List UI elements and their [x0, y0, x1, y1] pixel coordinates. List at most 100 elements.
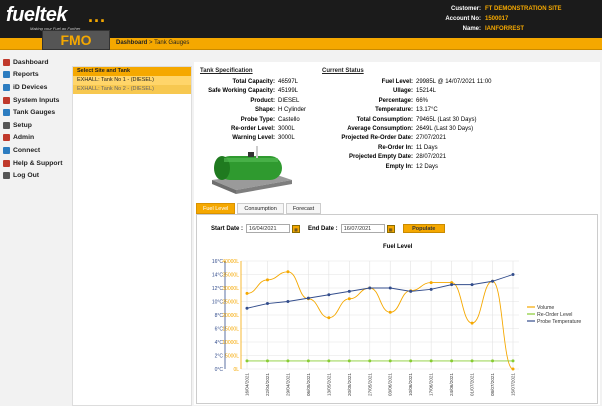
spec-row: Probe Type: Castello: [200, 116, 310, 125]
tank-item-2[interactable]: EXHALL: Tank No 2 - (DIESEL): [73, 85, 191, 94]
sidebar-item-tank-gauges[interactable]: Tank Gauges: [0, 106, 66, 119]
status-label: Fuel Level:: [381, 79, 413, 85]
status-row: Average Consumption: 2649L (Last 30 Days): [316, 125, 516, 134]
y-temp-tick-label: 12°C: [212, 286, 224, 292]
spec-row: Re-order Level: 3000L: [200, 125, 310, 134]
y-left-tick-label: 20000L: [222, 313, 239, 319]
end-date-input[interactable]: 16/07/2021: [340, 224, 385, 233]
x-tick-label: 03/06/2021: [388, 373, 393, 396]
x-tick-label: 06/05/2021: [306, 373, 311, 396]
spec-title: Tank Specification: [200, 68, 253, 74]
calendar-icon[interactable]: ▦: [292, 224, 301, 233]
status-value: 15214L: [416, 88, 437, 95]
breadcrumb-dashboard[interactable]: Dashboard: [116, 40, 148, 46]
series-point: [388, 286, 392, 290]
series-point: [470, 283, 474, 287]
fueltek-logo: fueltek: [6, 4, 67, 26]
x-tick-label: 24/06/2021: [449, 373, 454, 396]
y-temp-tick-label: 8°C: [215, 313, 224, 319]
y-left-tick-label: 0L: [233, 367, 239, 373]
spec-row: Total Capacity: 46597L: [200, 78, 310, 87]
start-date-input[interactable]: 16/04/2021: [246, 224, 291, 233]
sidebar-item-connect[interactable]: Connect: [0, 144, 66, 157]
tab-consumption[interactable]: Consumption: [237, 203, 284, 214]
series-point: [450, 283, 454, 287]
name-label: Name:: [462, 26, 481, 32]
tank-item-1[interactable]: EXHALL: Tank No 1 - (DIESEL): [73, 76, 191, 85]
y-left-tick-label: 5000L: [225, 354, 239, 360]
series-point: [327, 316, 331, 320]
spec-value: 3000L: [278, 125, 295, 132]
populate-button[interactable]: Populate: [402, 224, 445, 233]
series-point: [429, 359, 433, 363]
series-point: [368, 359, 372, 363]
spec-label: Warning Level:: [232, 135, 275, 142]
series-point: [265, 359, 269, 363]
help-icon: [3, 159, 10, 167]
account-info: Customer: FT DEMONSTRATION SITE Account N…: [390, 4, 590, 34]
tagline: Making your Fuel go Further: [30, 26, 81, 31]
series-point: [265, 302, 269, 306]
sidebar-item-reports[interactable]: Reports: [0, 69, 66, 82]
status-row: Percentage: 66%: [316, 97, 516, 106]
tank-spec: Total Capacity: 46597L Safe Working Capaci…: [200, 78, 310, 144]
report-icon: [3, 71, 10, 79]
series-point: [429, 287, 433, 291]
spec-label: Safe Working Capacity:: [208, 88, 275, 95]
status-value: 2649L (Last 30 Days): [416, 125, 474, 132]
series-point: [347, 359, 351, 363]
status-label: Projected Re-Order Date:: [341, 135, 413, 142]
device-icon: [3, 83, 10, 91]
setup-icon: [3, 121, 10, 129]
y-temp-tick-label: 16°C: [212, 259, 224, 265]
status-row: Empty In: 12 Days: [316, 163, 516, 172]
sidebar-item-setup[interactable]: Setup: [0, 119, 66, 132]
sidebar-item-label: Tank Gauges: [13, 109, 56, 117]
x-tick-label: 29/04/2021: [285, 373, 290, 396]
series-point: [491, 279, 495, 283]
sidebar-item-dashboard[interactable]: Dashboard: [0, 56, 66, 69]
series-point: [327, 293, 331, 297]
legend-label: Probe Temperature: [537, 319, 581, 325]
series-line-probe-temperature: [246, 274, 514, 309]
tab-fuel-level[interactable]: Fuel Level: [196, 203, 236, 214]
tab-forecast[interactable]: Forecast: [285, 203, 322, 214]
status-label: Average Consumption:: [347, 125, 413, 132]
sidebar-item-admin[interactable]: Admin: [0, 132, 66, 145]
series-point: [409, 289, 413, 293]
status-label: Empty In:: [385, 163, 413, 170]
sidebar-item-log-out[interactable]: Log Out: [0, 169, 66, 182]
sidebar-item-help-support[interactable]: Help & Support: [0, 157, 66, 170]
series-point: [306, 359, 310, 363]
status-label: Total Consumption:: [356, 116, 413, 123]
calendar-icon[interactable]: ▦: [386, 224, 395, 233]
home-icon: [3, 58, 10, 66]
status-label: Re-Order In:: [377, 144, 413, 151]
series-line-volume: [246, 271, 514, 370]
chart-title: Fuel Level: [383, 244, 413, 250]
main-content: Tank Specification Total Capacity: 46597L…: [194, 62, 600, 405]
sidebar-item-label: Help & Support: [13, 159, 63, 167]
series-point: [511, 367, 515, 371]
series-point: [347, 289, 351, 293]
x-tick-label: 08/07/2021: [490, 373, 495, 396]
status-row: Temperature: 13.17°C: [316, 106, 516, 115]
spec-value: 46597L: [278, 79, 299, 85]
chart-tabs: Fuel Level Consumption Forecast: [196, 203, 323, 214]
status-label: Projected Empty Date:: [348, 154, 413, 161]
y-left-tick-label: 30000L: [222, 286, 239, 292]
y-temp-tick-label: 10°C: [212, 300, 224, 306]
x-tick-label: 20/05/2021: [347, 373, 352, 396]
x-tick-label: 15/07/2021: [511, 373, 516, 396]
series-point: [491, 359, 495, 363]
status-label: Temperature:: [375, 107, 413, 114]
spec-row: Shape: H Cylinder: [200, 106, 310, 115]
sidebar-item-id-devices[interactable]: iD Devices: [0, 81, 66, 94]
status-row: Projected Empty Date: 28/07/2021: [316, 153, 516, 162]
series-point: [286, 359, 290, 363]
status-label: Ullage:: [392, 88, 413, 95]
series-point: [470, 359, 474, 363]
y-temp-tick-label: 0°C: [215, 367, 224, 373]
sidebar-item-system-inputs[interactable]: System Inputs: [0, 94, 66, 107]
fmo-app-tab[interactable]: FMO: [42, 30, 110, 50]
